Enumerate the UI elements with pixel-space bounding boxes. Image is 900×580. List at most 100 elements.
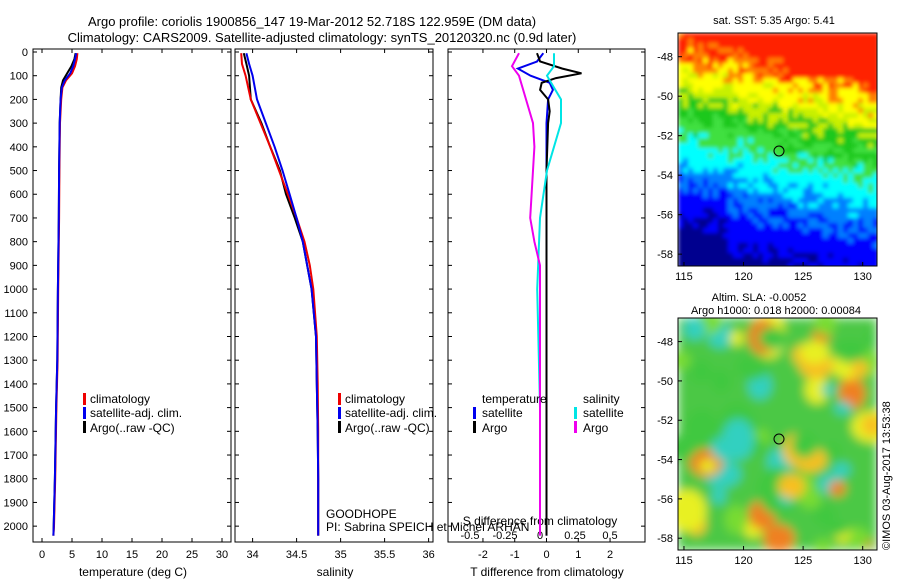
sst-cell [743,143,749,149]
sla-blob [711,487,726,505]
sst-cell [808,178,814,184]
map-y-tick-label: -48 [657,337,673,349]
sst-cell [868,58,874,64]
sst-cell [748,78,754,84]
sst-cell [823,68,829,74]
sst-cell [853,198,859,204]
sst-cell [798,238,804,244]
sst-cell [788,108,794,114]
sst-cell [728,238,734,244]
sst-cell [848,88,854,94]
sst-cell [773,163,779,169]
sla-blob [711,368,732,393]
sst-cell [758,168,764,174]
sst-cell [778,258,784,264]
sst-cell [728,153,734,159]
sst-cell [758,108,764,114]
sst-cell [768,123,774,129]
sst-cell [743,88,749,94]
sst-cell [733,63,739,69]
sst-cell [718,208,724,214]
sst-cell [733,93,739,99]
sst-cell [853,108,859,114]
legend-label-s-argo: Argo [583,421,609,435]
sst-cell [723,93,729,99]
sst-cell [788,203,794,209]
depth-tick-label: 1600 [4,426,28,438]
sst-cell [843,33,849,39]
sst-cell [803,148,809,154]
sst-cell [743,163,749,169]
sst-cell [768,118,774,124]
sst-cell [853,168,859,174]
sst-cell [678,58,684,64]
sst-cell [833,118,839,124]
sst-cell [723,78,729,84]
sst-cell [813,188,819,194]
sst-cell [718,98,724,104]
sst-cell [873,98,877,104]
sst-cell [713,188,719,194]
sst-cell [848,163,854,169]
sst-cell [718,58,724,64]
sst-cell [858,213,864,219]
sst-cell [693,143,699,149]
sst-cell [758,113,764,119]
sst-cell [813,38,819,44]
sst-cell [848,128,854,134]
sst-cell [703,248,709,254]
sst-cell [763,53,769,59]
sst-cell [768,183,774,189]
sst-cell [853,138,859,144]
sst-cell [723,58,729,64]
sst-cell [783,48,789,54]
sst-cell [868,48,874,54]
sst-cell [783,58,789,64]
sst-cell [738,143,744,149]
sst-cell [728,68,734,74]
sla-blob [834,401,853,415]
sst-cell [743,173,749,179]
sst-cell [873,103,877,109]
sst-cell [843,63,849,69]
sst-cell [773,63,779,69]
sst-cell [753,243,759,249]
sst-cell [728,78,734,84]
sst-cell [688,53,694,59]
sst-cell [783,188,789,194]
sst-cell [833,248,839,254]
sst-cell [688,163,694,169]
sst-cell [728,113,734,119]
sst-cell [803,198,809,204]
sst-cell [873,188,877,194]
sst-cell [778,88,784,94]
sst-cell [768,218,774,224]
sst-cell [688,88,694,94]
x-tick-label: 30 [216,549,228,561]
sst-cell [828,213,834,219]
sst-cell [753,88,759,94]
sst-cell [853,73,859,79]
sst-cell [698,113,704,119]
map-x-tick-label: 130 [854,555,872,567]
sst-cell [853,238,859,244]
sst-cell [693,118,699,124]
map-y-tick-label: -52 [657,415,673,427]
sst-cell [778,38,784,44]
sst-cell [793,98,799,104]
sst-cell [783,93,789,99]
sst-cell [683,213,689,219]
sst-cell [873,118,877,124]
legend-swatch-t-argo [473,421,476,433]
sst-cell [718,143,724,149]
sst-cell [733,58,739,64]
sst-cell [868,128,874,134]
sst-cell [758,63,764,69]
sst-cell [813,43,819,49]
sst-cell [773,188,779,194]
sst-cell [708,183,714,189]
sst-cell [683,98,689,104]
sst-cell [838,223,844,229]
s-tick-label: 0.5 [602,530,617,542]
sst-cell [793,78,799,84]
